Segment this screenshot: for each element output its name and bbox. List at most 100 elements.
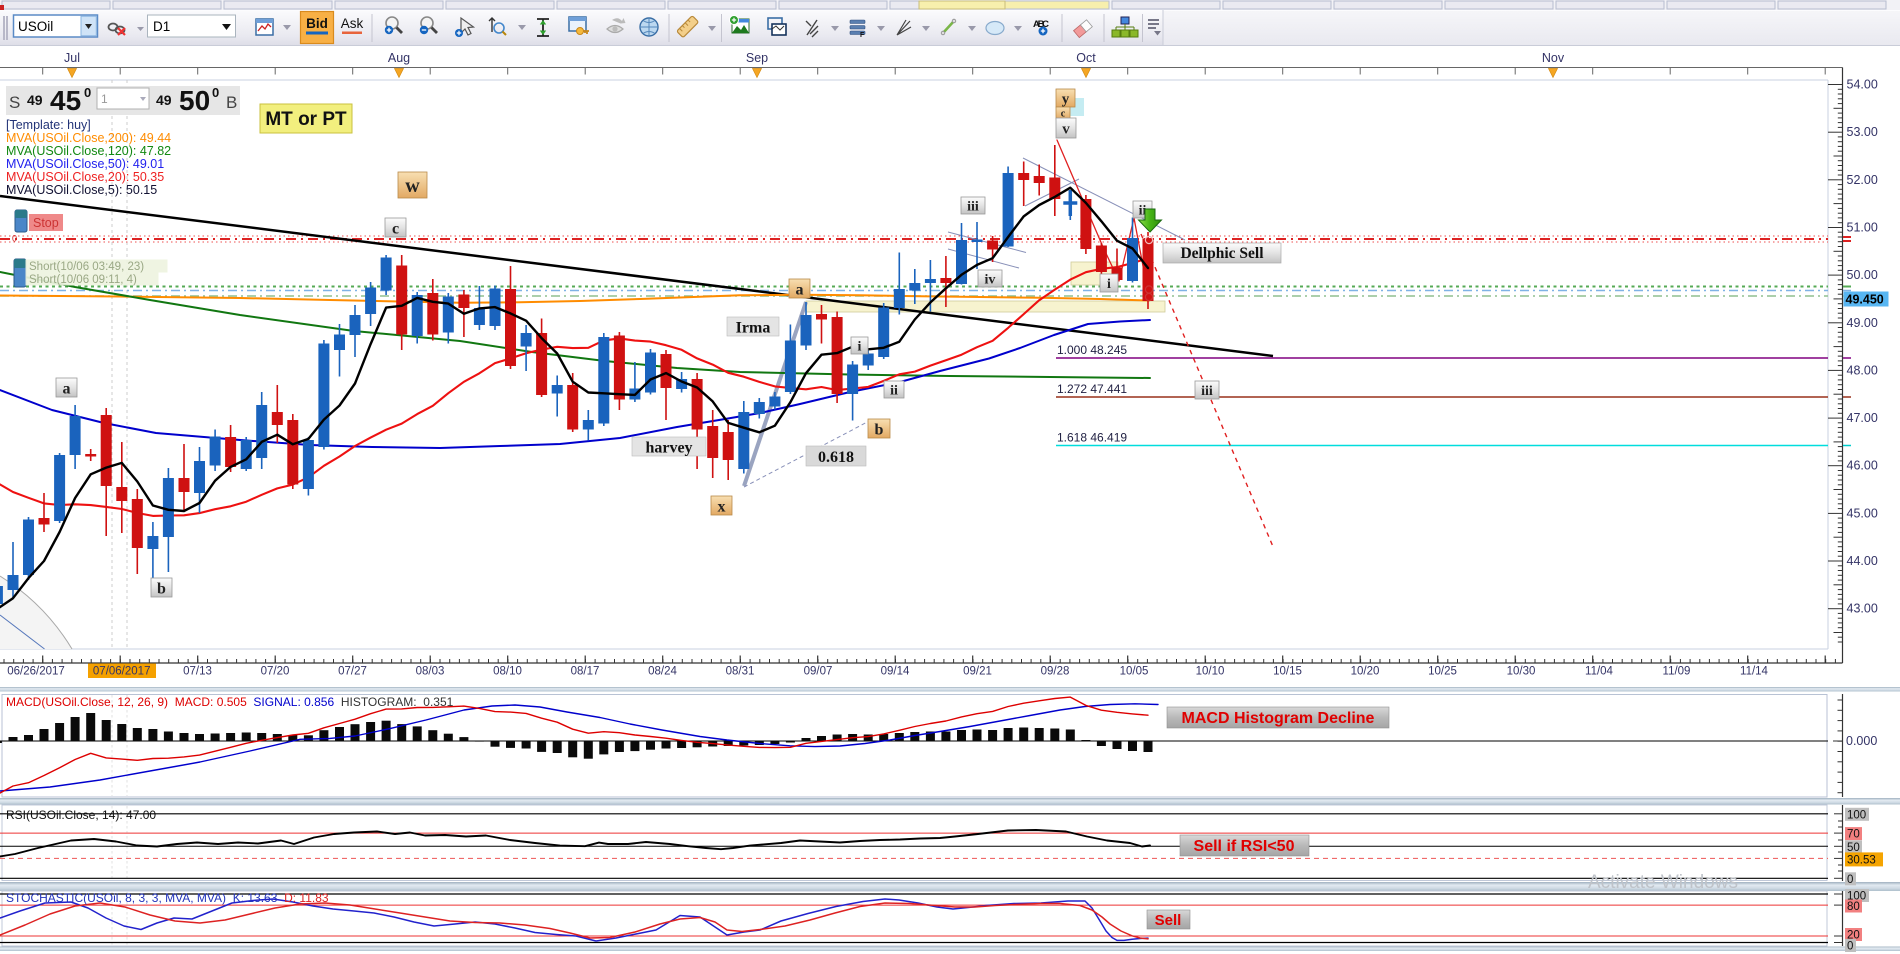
svg-text:10/30: 10/30 bbox=[1507, 666, 1536, 678]
svg-text:10/25: 10/25 bbox=[1428, 666, 1457, 678]
svg-text:48.00: 48.00 bbox=[1847, 363, 1878, 377]
svg-text:53.00: 53.00 bbox=[1847, 125, 1878, 139]
svg-text:50.00: 50.00 bbox=[1847, 268, 1878, 282]
svg-text:c: c bbox=[1061, 109, 1066, 120]
svg-text:11/14: 11/14 bbox=[1740, 666, 1769, 678]
svg-text:iii: iii bbox=[1201, 384, 1213, 399]
svg-text:09/21: 09/21 bbox=[963, 666, 992, 678]
svg-text:Nov: Nov bbox=[1542, 51, 1565, 65]
svg-text:07/06/2017: 07/06/2017 bbox=[93, 666, 151, 678]
svg-text:S: S bbox=[9, 93, 20, 112]
svg-text:b: b bbox=[157, 580, 166, 597]
svg-text:MACD(USOil.Close, 12, 26, 9): MACD(USOil.Close, 12, 26, 9) MACD: 0.505… bbox=[6, 695, 454, 709]
svg-text:52.00: 52.00 bbox=[1847, 173, 1878, 187]
svg-text:STOCHASTIC(USOil, 8, 3, 3, MVA: STOCHASTIC(USOil, 8, 3, 3, MVA, MVA) K: … bbox=[6, 891, 329, 905]
svg-text:09/07: 09/07 bbox=[804, 666, 833, 678]
svg-text:i: i bbox=[1107, 277, 1111, 292]
svg-text:08/03: 08/03 bbox=[416, 666, 445, 678]
svg-text:100: 100 bbox=[1847, 809, 1866, 821]
svg-text:x: x bbox=[718, 498, 726, 515]
svg-text:USOil: USOil bbox=[18, 19, 53, 34]
svg-text:50: 50 bbox=[179, 85, 210, 116]
svg-text:10/05: 10/05 bbox=[1120, 666, 1149, 678]
svg-text:b: b bbox=[875, 421, 884, 438]
svg-text:10/20: 10/20 bbox=[1351, 666, 1380, 678]
svg-text:45.00: 45.00 bbox=[1847, 506, 1878, 520]
svg-text:MVA(USOil.Close,50): 49.01: MVA(USOil.Close,50): 49.01 bbox=[6, 157, 164, 171]
svg-text:Short(10/06 03:49, 23): Short(10/06 03:49, 23) bbox=[29, 261, 144, 273]
svg-text:0.000: 0.000 bbox=[1846, 734, 1877, 748]
svg-text:MVA(USOil.Close,5): 50.15: MVA(USOil.Close,5): 50.15 bbox=[6, 183, 157, 197]
svg-text:0.618: 0.618 bbox=[818, 449, 854, 466]
svg-text:1.618 46.419: 1.618 46.419 bbox=[1057, 431, 1127, 445]
svg-text:v: v bbox=[1062, 121, 1070, 137]
svg-text:ABC: ABC bbox=[1033, 19, 1049, 30]
svg-text:07/13: 07/13 bbox=[183, 666, 212, 678]
svg-text:Activate Windows: Activate Windows bbox=[1588, 872, 1738, 893]
svg-text:49: 49 bbox=[156, 92, 172, 108]
svg-text:20: 20 bbox=[1847, 930, 1860, 942]
svg-text:Short(10/06 09:11, 4): Short(10/06 09:11, 4) bbox=[29, 274, 137, 286]
svg-text:09/28: 09/28 bbox=[1041, 666, 1070, 678]
svg-text:0: 0 bbox=[212, 85, 219, 100]
svg-text:07/20: 07/20 bbox=[261, 666, 290, 678]
svg-text:45: 45 bbox=[50, 85, 81, 116]
svg-text:11/09: 11/09 bbox=[1663, 666, 1691, 678]
svg-text:a: a bbox=[796, 281, 804, 298]
svg-text:07/27: 07/27 bbox=[338, 666, 367, 678]
svg-text:RSI(USOil.Close, 14): 47.00: RSI(USOil.Close, 14): 47.00 bbox=[6, 808, 156, 822]
svg-text:Ask: Ask bbox=[341, 16, 364, 31]
svg-text:Irma: Irma bbox=[736, 319, 771, 336]
svg-text:49: 49 bbox=[27, 92, 43, 108]
svg-text:Sell: Sell bbox=[1155, 912, 1182, 929]
svg-text:0: 0 bbox=[1847, 874, 1853, 886]
svg-text:06/26/2017: 06/26/2017 bbox=[7, 666, 65, 678]
svg-text:08/24: 08/24 bbox=[648, 666, 677, 678]
svg-text:47.00: 47.00 bbox=[1847, 411, 1878, 425]
svg-text:MVA(USOil.Close,120): 47.82: MVA(USOil.Close,120): 47.82 bbox=[6, 144, 171, 158]
svg-text:1.000 48.245: 1.000 48.245 bbox=[1057, 343, 1127, 357]
svg-text:54.00: 54.00 bbox=[1847, 78, 1878, 92]
svg-text:Aug: Aug bbox=[388, 51, 410, 65]
svg-text:10/15: 10/15 bbox=[1273, 666, 1302, 678]
svg-text:MT or PT: MT or PT bbox=[265, 109, 347, 130]
svg-text:Stop: Stop bbox=[33, 216, 59, 230]
svg-text:Jul: Jul bbox=[64, 51, 80, 65]
svg-text:ii: ii bbox=[890, 384, 898, 399]
svg-text:08/31: 08/31 bbox=[726, 666, 755, 678]
svg-text:51.00: 51.00 bbox=[1847, 220, 1878, 234]
svg-text:MACD Histogram Decline: MACD Histogram Decline bbox=[1182, 710, 1375, 727]
svg-text:MVA(USOil.Close,200): 49.44: MVA(USOil.Close,200): 49.44 bbox=[6, 131, 171, 145]
svg-text:80: 80 bbox=[1847, 901, 1860, 913]
svg-text:Sep: Sep bbox=[746, 51, 768, 65]
svg-text:0: 0 bbox=[12, 234, 17, 244]
svg-text:Oct: Oct bbox=[1076, 51, 1096, 65]
svg-text:w: w bbox=[405, 175, 420, 197]
svg-text:i: i bbox=[858, 340, 862, 355]
svg-text:Dellphic Sell: Dellphic Sell bbox=[1180, 245, 1264, 262]
svg-text:49.450: 49.450 bbox=[1846, 293, 1884, 307]
svg-text:50: 50 bbox=[1847, 842, 1860, 854]
svg-text:1: 1 bbox=[101, 92, 108, 106]
svg-text:0: 0 bbox=[1847, 941, 1853, 953]
svg-text:10/10: 10/10 bbox=[1196, 666, 1225, 678]
svg-text:y: y bbox=[1062, 91, 1070, 107]
svg-text:08/10: 08/10 bbox=[493, 666, 522, 678]
svg-text:D1: D1 bbox=[153, 19, 170, 34]
svg-text:Sell if RSI<50: Sell if RSI<50 bbox=[1194, 838, 1295, 855]
svg-text:iii: iii bbox=[967, 200, 979, 215]
svg-text:iv: iv bbox=[985, 273, 996, 288]
svg-text:a: a bbox=[63, 380, 71, 397]
svg-text:30.53: 30.53 bbox=[1847, 854, 1876, 866]
svg-text:70: 70 bbox=[1847, 829, 1860, 841]
svg-text:MVA(USOil.Close,20): 50.35: MVA(USOil.Close,20): 50.35 bbox=[6, 170, 164, 184]
svg-text:ii: ii bbox=[1139, 204, 1147, 219]
svg-text:Bid: Bid bbox=[306, 16, 328, 31]
svg-text:[Template: huy]: [Template: huy] bbox=[6, 118, 91, 132]
svg-text:44.00: 44.00 bbox=[1847, 554, 1878, 568]
svg-text:1.272 47.441: 1.272 47.441 bbox=[1057, 382, 1127, 396]
svg-text:11/04: 11/04 bbox=[1585, 666, 1614, 678]
svg-text:c: c bbox=[392, 220, 399, 237]
svg-text:09/14: 09/14 bbox=[881, 666, 910, 678]
svg-text:B: B bbox=[226, 93, 237, 112]
